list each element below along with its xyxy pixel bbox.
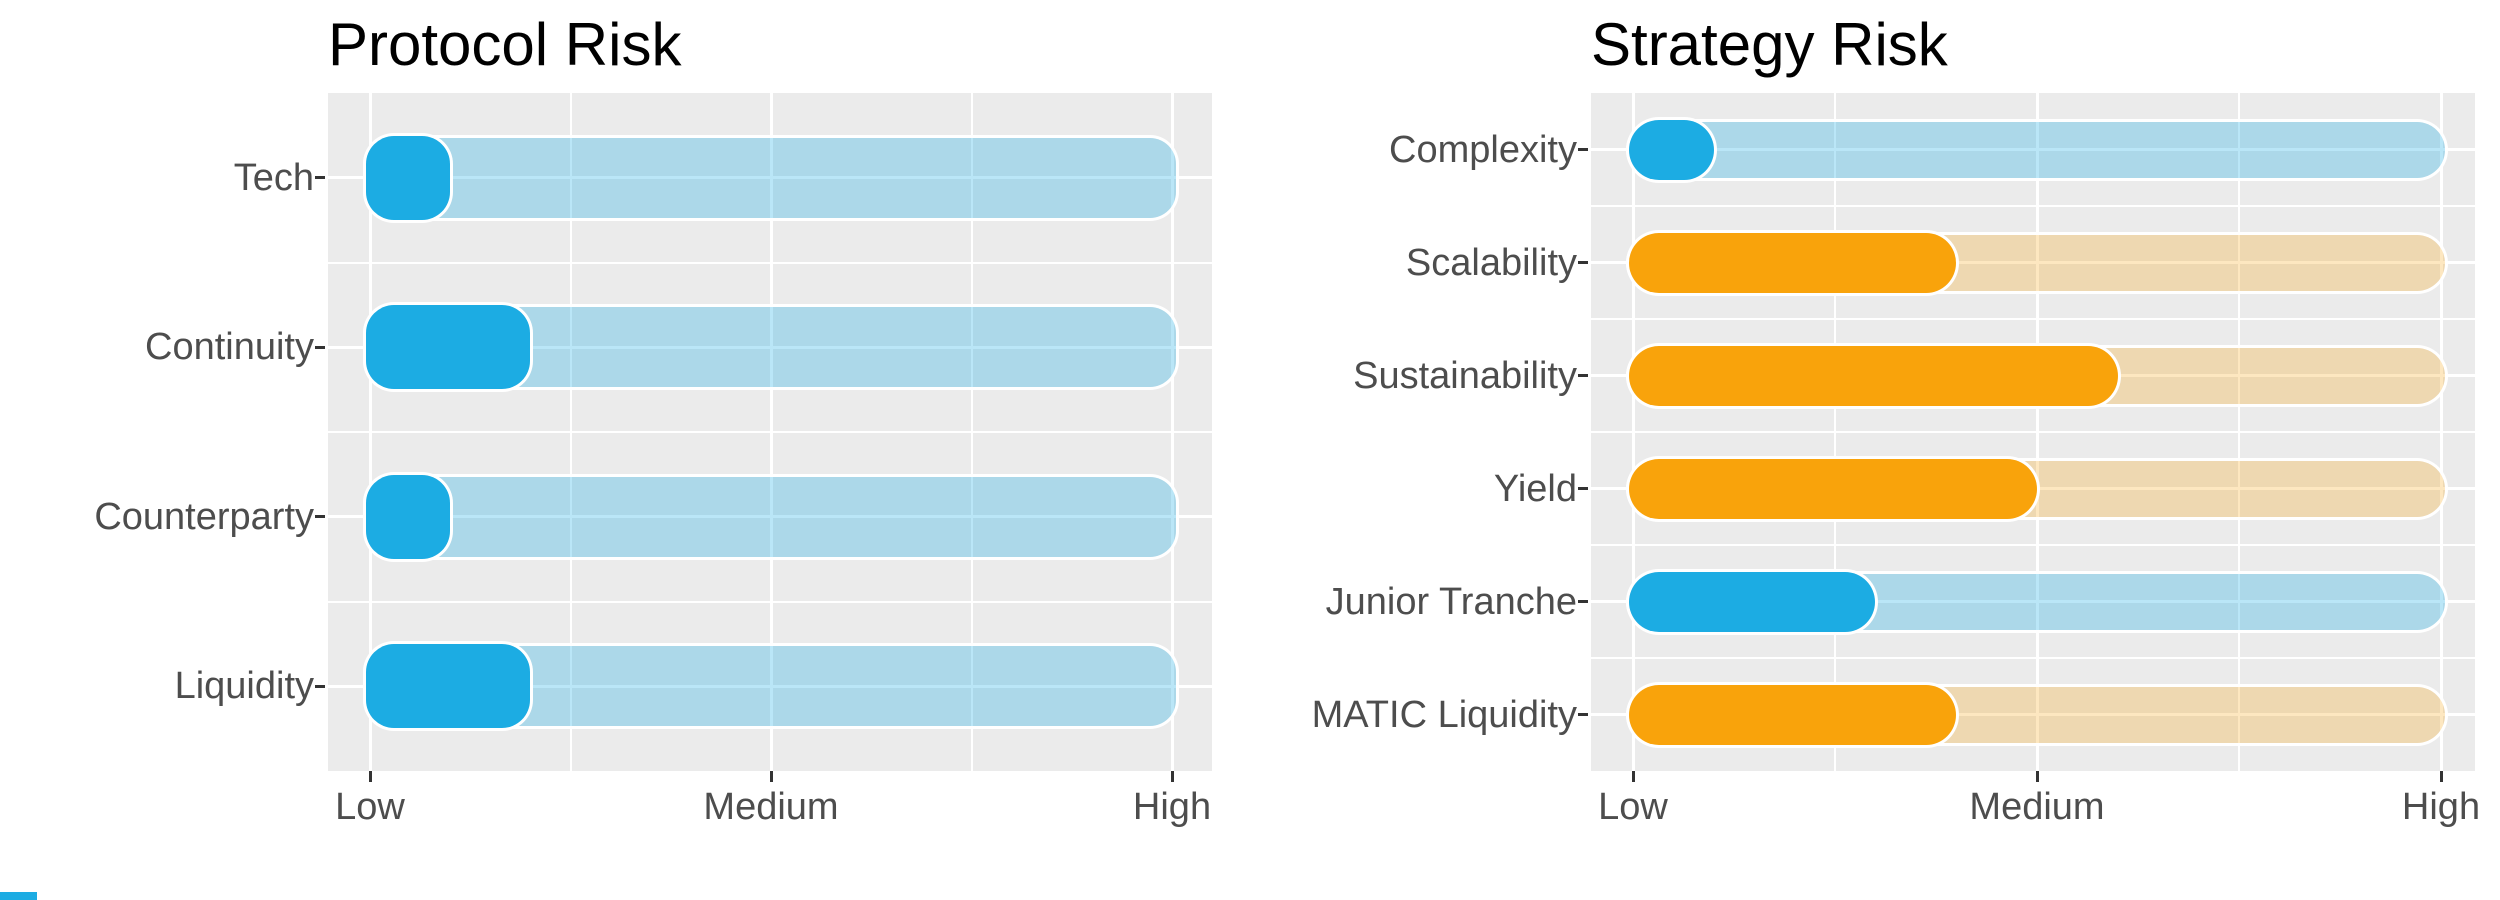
category-tick bbox=[315, 684, 325, 688]
category-tick bbox=[315, 515, 325, 519]
bar-complexity bbox=[1629, 119, 1714, 180]
axis-tick-label: High bbox=[1132, 786, 1212, 828]
axis-tick-label: Low bbox=[1598, 786, 1668, 828]
protocol-risk-title: Protocol Risk bbox=[328, 11, 682, 78]
horizontal-major-gridline bbox=[1591, 261, 2475, 264]
category-label: Yield bbox=[1493, 467, 1577, 510]
category-label: Liquidity bbox=[174, 665, 314, 708]
bar-track bbox=[366, 476, 1176, 557]
category-label: MATIC Liquidity bbox=[1311, 693, 1577, 736]
axis-tick bbox=[1631, 771, 1635, 782]
strategy-risk-title: Strategy Risk bbox=[1591, 11, 1948, 78]
horizontal-major-gridline bbox=[1591, 148, 2475, 151]
bar-track bbox=[366, 137, 1176, 218]
horizontal-major-gridline bbox=[328, 684, 1212, 688]
axis-tick bbox=[769, 771, 773, 782]
bar-counterparty bbox=[366, 474, 451, 559]
axis-tick-label: High bbox=[2401, 786, 2481, 828]
horizontal-minor-gridline bbox=[1591, 657, 2475, 659]
bar-sustainability bbox=[1629, 345, 2118, 406]
category-label: Scalability bbox=[1405, 241, 1577, 284]
axis-tick bbox=[368, 771, 372, 782]
horizontal-minor-gridline bbox=[1591, 431, 2475, 433]
category-tick bbox=[1578, 261, 1588, 264]
bar-yield bbox=[1629, 458, 2037, 519]
horizontal-major-gridline bbox=[1591, 600, 2475, 603]
category-tick bbox=[315, 176, 325, 180]
horizontal-major-gridline bbox=[1591, 713, 2475, 716]
bar-continuity bbox=[366, 305, 531, 390]
bar-tech bbox=[366, 135, 451, 220]
category-tick bbox=[1578, 487, 1588, 490]
axis-tick bbox=[2035, 771, 2039, 782]
category-label: Counterparty bbox=[94, 495, 314, 538]
horizontal-minor-gridline bbox=[328, 600, 1212, 603]
category-label: Sustainability bbox=[1353, 354, 1577, 397]
bar-liquidity bbox=[366, 644, 531, 729]
axis-tick-label: Low bbox=[335, 786, 405, 828]
category-label: Continuity bbox=[145, 326, 314, 369]
bar-matic-liquidity bbox=[1629, 684, 1957, 745]
category-tick bbox=[1578, 600, 1588, 603]
bar-scalability bbox=[1629, 232, 1957, 293]
axis-tick-label: Medium bbox=[703, 786, 839, 828]
category-tick bbox=[1578, 148, 1588, 151]
horizontal-minor-gridline bbox=[328, 261, 1212, 264]
horizontal-major-gridline bbox=[328, 176, 1212, 180]
category-label: Tech bbox=[233, 156, 314, 199]
axis-tick-label: Medium bbox=[1969, 786, 2105, 828]
axis-tick bbox=[2439, 771, 2443, 782]
horizontal-minor-gridline bbox=[1591, 544, 2475, 546]
bar-track bbox=[1629, 121, 2445, 178]
bar-junior-tranche bbox=[1629, 571, 1876, 632]
category-tick bbox=[1578, 374, 1588, 377]
category-label: Junior Tranche bbox=[1325, 580, 1577, 623]
category-tick bbox=[315, 345, 325, 349]
horizontal-major-gridline bbox=[328, 345, 1212, 349]
bottom-left-accent bbox=[0, 892, 37, 900]
category-tick bbox=[1578, 713, 1588, 716]
axis-tick bbox=[1170, 771, 1174, 782]
category-label: Complexity bbox=[1389, 128, 1577, 171]
horizontal-minor-gridline bbox=[1591, 205, 2475, 207]
horizontal-minor-gridline bbox=[328, 431, 1212, 433]
horizontal-minor-gridline bbox=[1591, 318, 2475, 320]
horizontal-major-gridline bbox=[328, 515, 1212, 519]
